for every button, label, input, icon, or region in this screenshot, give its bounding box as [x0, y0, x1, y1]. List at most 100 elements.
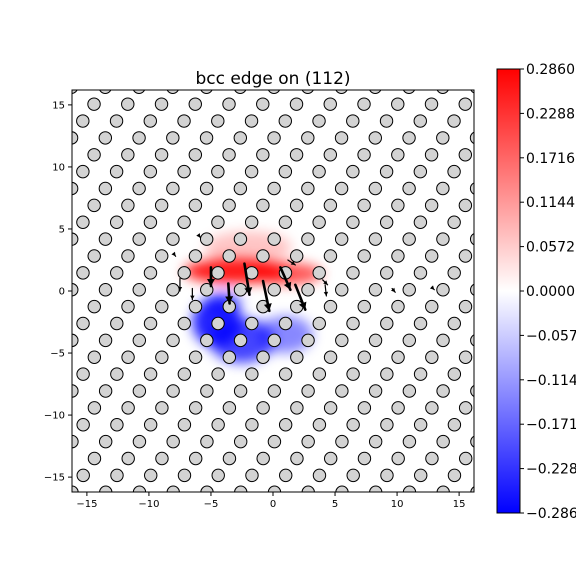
atom	[143, 316, 158, 331]
atom	[413, 266, 428, 280]
atom	[436, 283, 450, 297]
atom	[424, 198, 439, 213]
atom	[54, 250, 66, 262]
atom	[245, 468, 259, 483]
atom	[72, 384, 79, 398]
x-tick-label: −10	[138, 499, 159, 510]
arrow-head	[390, 287, 396, 293]
x-tick-label: 10	[391, 499, 404, 510]
atom	[256, 97, 270, 111]
atom	[312, 418, 327, 432]
atom	[155, 249, 169, 263]
atom	[143, 114, 157, 128]
atom	[132, 333, 147, 348]
atom	[346, 316, 360, 331]
atom	[470, 90, 474, 94]
atom	[177, 114, 191, 128]
atom	[256, 198, 270, 213]
atom	[132, 384, 147, 398]
atom	[121, 350, 135, 364]
atom	[166, 90, 179, 94]
atom	[132, 131, 146, 145]
atom	[424, 148, 439, 162]
atom	[155, 401, 169, 415]
atom	[357, 148, 371, 162]
atom	[121, 401, 135, 415]
atom	[289, 97, 304, 111]
atom	[177, 316, 191, 331]
atom	[222, 97, 236, 111]
atom	[121, 97, 135, 111]
atom	[166, 485, 180, 492]
atom	[233, 131, 248, 145]
atom	[234, 90, 247, 94]
atom	[72, 434, 79, 449]
y-tick-label: 5	[59, 224, 65, 235]
atom	[447, 266, 461, 280]
atom	[335, 90, 348, 94]
atom	[98, 232, 113, 246]
atom	[335, 485, 349, 492]
atom	[402, 283, 416, 297]
atom	[301, 434, 315, 449]
atom	[267, 333, 282, 348]
atom	[222, 350, 237, 364]
colorbar-tick-label: 0.2860	[526, 62, 575, 78]
atom	[369, 90, 382, 94]
atom	[222, 249, 236, 263]
atom	[357, 299, 371, 314]
atom	[391, 198, 405, 213]
atom	[290, 451, 304, 466]
atom	[199, 131, 214, 145]
atom	[200, 485, 214, 492]
y-tick-label: −5	[50, 349, 65, 360]
atom	[166, 434, 180, 449]
atom	[323, 97, 337, 111]
atom	[368, 333, 383, 348]
atom	[470, 486, 474, 492]
atom	[402, 485, 417, 492]
atom	[233, 232, 248, 246]
atom	[447, 164, 461, 179]
atom	[256, 451, 270, 466]
atom	[87, 299, 101, 314]
atom	[87, 451, 102, 466]
atom	[144, 468, 158, 483]
atom	[357, 451, 372, 466]
atom	[368, 384, 383, 398]
atom	[469, 232, 474, 246]
colorbar-ticks: 0.2860 0.2288 0.1716 0.1144 0.0572 0.0000 −0.0…	[520, 62, 576, 522]
atom	[222, 401, 237, 415]
colorbar: 0.2860 0.2288 0.1716 0.1144 0.0572 0.0000 −0.0…	[496, 62, 576, 522]
atom	[346, 164, 360, 179]
atom	[72, 181, 79, 196]
atom	[368, 434, 383, 449]
atom	[402, 131, 416, 145]
atom	[233, 283, 248, 297]
colorbar-tick-label: 0.1716	[526, 151, 575, 167]
atom	[323, 249, 338, 263]
atom	[369, 485, 383, 492]
atom	[312, 468, 327, 483]
atom	[234, 485, 248, 492]
atom	[391, 401, 405, 415]
atom	[177, 468, 192, 483]
atom	[256, 249, 270, 263]
atom	[402, 90, 416, 94]
atom	[132, 283, 146, 297]
atom	[447, 316, 461, 331]
atom	[346, 367, 360, 381]
atom	[76, 266, 90, 280]
atom	[98, 434, 113, 449]
colorbar-tick-label: −0.2288	[526, 462, 576, 478]
atom	[166, 181, 180, 196]
atom	[334, 232, 349, 246]
x-tick-label: −5	[204, 499, 219, 510]
atom	[312, 316, 326, 331]
colorbar-tick-label: 0.0000	[526, 284, 575, 300]
atom	[312, 215, 326, 229]
atom	[121, 249, 135, 263]
y-tick-label: −15	[44, 473, 65, 484]
atom	[98, 384, 113, 398]
atom	[188, 148, 203, 162]
